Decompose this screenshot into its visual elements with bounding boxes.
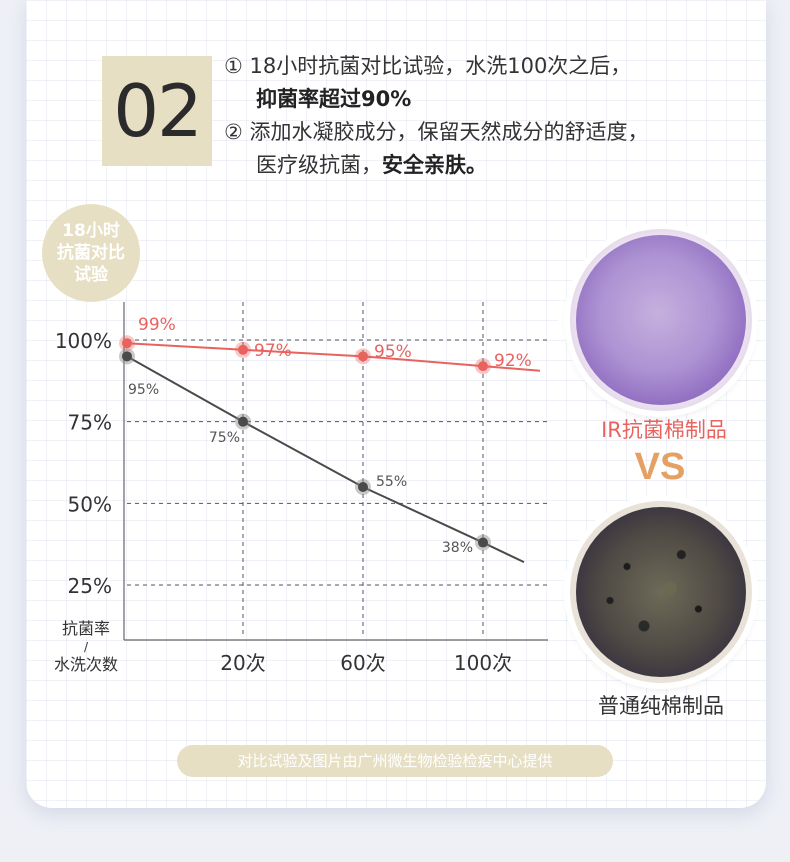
data-label-plain: 95% <box>128 382 159 398</box>
data-label-ir: 95% <box>374 342 412 362</box>
claim-line-2: ② 添加水凝胶成分，保留天然成分的舒适度， <box>224 120 649 144</box>
claim-line-2-highlight: 安全亲肤。 <box>382 153 487 177</box>
data-label-plain: 55% <box>376 474 407 490</box>
vs-label: VS <box>634 446 686 488</box>
data-point-ir <box>358 351 368 362</box>
y-tick-label: 25% <box>68 574 112 598</box>
test-label-line-2: 抗菌对比 <box>57 243 125 263</box>
test-label-circle: 18小时 抗菌对比 试验 <box>42 204 140 302</box>
data-label-plain: 75% <box>209 430 240 446</box>
ir-petri-dish-image <box>570 229 752 411</box>
y-tick-label: 50% <box>68 492 112 516</box>
data-point-ir <box>478 361 488 372</box>
data-label-plain: 38% <box>442 540 473 556</box>
plain-petri-dish-image <box>570 501 752 683</box>
dish-plain-pointer <box>556 566 572 586</box>
test-label-line-3: 试验 <box>74 265 108 285</box>
data-label-ir: 99% <box>138 315 176 335</box>
data-point-plain <box>238 416 248 427</box>
plain-product-label: 普通纯棉制品 <box>598 694 724 718</box>
x-axis-title: 水洗次数 <box>54 655 118 674</box>
y-axis-title: 抗菌率 <box>62 619 110 638</box>
y-tick-label: 100% <box>55 329 112 353</box>
claims-text: ① 18小时抗菌对比试验，水洗100次之后， 抑菌率超过90% ② 添加水凝胶成… <box>224 50 649 182</box>
claim-line-1-highlight: 抑菌率超过90% <box>256 87 412 111</box>
x-tick-label: 20次 <box>220 651 265 675</box>
ir-product-label: IR抗菌棉制品 <box>601 418 727 442</box>
axis-title-separator: / <box>84 640 89 654</box>
series-line-plain <box>126 355 525 564</box>
data-point-plain <box>358 482 368 492</box>
data-point-ir <box>238 344 248 355</box>
y-tick-label: 75% <box>68 411 112 435</box>
data-point-ir <box>122 338 132 349</box>
antibacterial-line-chart: 100% 75% 50% 25% 20次 60次 100次 抗菌率 /水洗次数 99% 97% 95%… <box>54 302 548 675</box>
data-point-plain <box>478 537 488 548</box>
claim-line-2-plain: 医疗级抗菌， <box>256 153 382 177</box>
data-label-ir: 97% <box>254 341 292 361</box>
x-tick-label: 100次 <box>454 651 512 675</box>
section-number-badge: 02 <box>102 56 212 166</box>
claim-line-1: ① 18小时抗菌对比试验，水洗100次之后， <box>224 54 632 78</box>
test-label-line-1: 18小时 <box>62 221 120 241</box>
data-label-ir: 92% <box>494 351 532 371</box>
dish-ir-pointer <box>556 312 572 332</box>
x-tick-label: 60次 <box>340 651 385 675</box>
data-point-plain <box>122 351 132 362</box>
source-note: 对比试验及图片由广州微生物检验检疫中心提供 <box>177 745 613 777</box>
